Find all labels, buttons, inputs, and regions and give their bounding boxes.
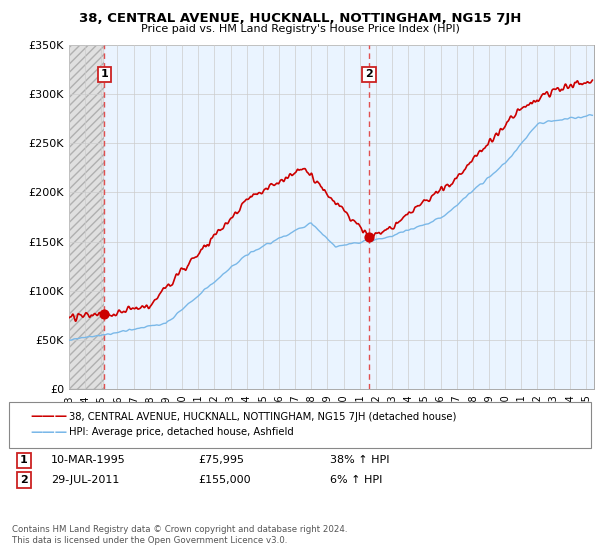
Text: 38, CENTRAL AVENUE, HUCKNALL, NOTTINGHAM, NG15 7JH: 38, CENTRAL AVENUE, HUCKNALL, NOTTINGHAM… — [79, 12, 521, 25]
Text: 1: 1 — [101, 69, 108, 80]
Text: ———: ——— — [30, 410, 67, 423]
Text: 2: 2 — [365, 69, 373, 80]
Point — [364, 232, 374, 241]
Text: Contains HM Land Registry data © Crown copyright and database right 2024.
This d: Contains HM Land Registry data © Crown c… — [12, 525, 347, 545]
Text: 1: 1 — [20, 455, 28, 465]
Text: HPI: Average price, detached house, Ashfield: HPI: Average price, detached house, Ashf… — [69, 427, 294, 437]
Text: Price paid vs. HM Land Registry's House Price Index (HPI): Price paid vs. HM Land Registry's House … — [140, 24, 460, 34]
Text: ———: ——— — [30, 426, 67, 439]
Text: 38, CENTRAL AVENUE, HUCKNALL, NOTTINGHAM, NG15 7JH (detached house): 38, CENTRAL AVENUE, HUCKNALL, NOTTINGHAM… — [69, 412, 457, 422]
Point — [100, 310, 109, 319]
Text: 2: 2 — [20, 475, 28, 485]
Bar — [104, 45, 594, 389]
Text: £75,995: £75,995 — [198, 455, 244, 465]
Text: 6% ↑ HPI: 6% ↑ HPI — [330, 475, 382, 485]
Text: £155,000: £155,000 — [198, 475, 251, 485]
Text: 29-JUL-2011: 29-JUL-2011 — [51, 475, 119, 485]
Text: 10-MAR-1995: 10-MAR-1995 — [51, 455, 126, 465]
Text: 38% ↑ HPI: 38% ↑ HPI — [330, 455, 389, 465]
Bar — [69, 45, 104, 389]
